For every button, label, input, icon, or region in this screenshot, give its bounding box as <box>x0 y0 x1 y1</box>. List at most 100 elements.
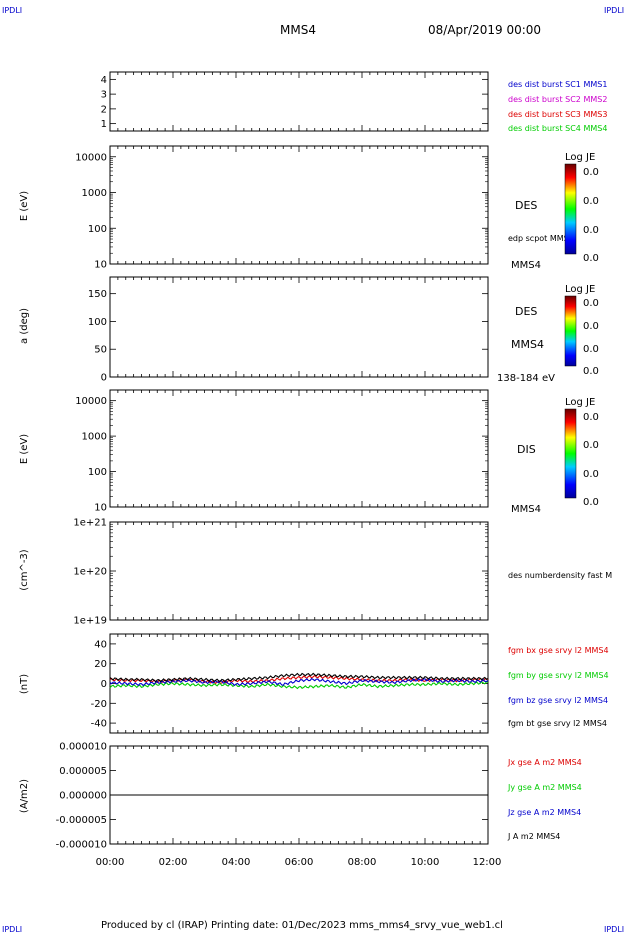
y-tick-label: 1000 <box>82 432 107 443</box>
y-tick-label: 0 <box>101 679 107 690</box>
y-tick-label: 10000 <box>75 152 107 163</box>
y-tick-label: 3 <box>101 90 107 101</box>
y-tick-label: 40 <box>94 639 107 650</box>
series-line <box>109 672 489 683</box>
spacecraft-title: MMS4 <box>280 23 316 37</box>
legend-by: fgm by gse srvy l2 MMS4 <box>508 671 609 680</box>
colorbar-tick: 0.0 <box>583 321 599 332</box>
x-tick-label: 06:00 <box>285 857 314 868</box>
x-tick-label: 12:00 <box>473 857 502 868</box>
colorbar-tick: 0.0 <box>583 167 599 178</box>
colorbar-tick: 0.0 <box>583 298 599 309</box>
corner-label-bottom-left: IPDLI <box>2 925 22 934</box>
legend-bt: fgm bt gse srvy l2 MMS4 <box>508 719 607 728</box>
colorbar-title-1: Log JE <box>565 152 595 163</box>
y-tick-label: 1e+20 <box>73 567 107 578</box>
y-tick-label: 0.000005 <box>59 766 107 777</box>
ylabel-current: (A/m2) <box>19 779 30 813</box>
corner-label-top-right: IPDLI <box>604 6 624 15</box>
colorbar-tick: 0.0 <box>583 253 599 264</box>
panels: 1 2 3 4 10 100 1000 10000 0 50 100 150 10 100 1000 1000… <box>56 71 489 851</box>
legend-jx: Jx gse A m2 MMS4 <box>507 758 582 767</box>
legend-bz: fgm bz gse srvy l2 MMS4 <box>508 696 608 705</box>
des-instrument-label: DES <box>515 199 537 212</box>
legend-jy: Jy gse A m2 MMS4 <box>507 783 582 792</box>
y-tick-label: 100 <box>88 224 107 235</box>
x-tick-label: 02:00 <box>159 857 188 868</box>
colorbar-2 <box>564 295 577 367</box>
ylabel-bfield: (nT) <box>19 674 30 694</box>
colorbar-tick: 0.0 <box>583 196 599 207</box>
series-line <box>109 677 489 687</box>
x-tick-label: 10:00 <box>411 857 440 868</box>
ylabel-dis-energy: E (eV) <box>19 434 30 464</box>
x-tick-label: 00:00 <box>96 857 125 868</box>
colorbar-3 <box>564 408 577 499</box>
y-tick-label: 0.000010 <box>59 742 107 753</box>
colorbar-tick: 0.0 <box>583 469 599 480</box>
y-tick-label: 100 <box>88 317 107 328</box>
ylabel-pitch-angle: a (deg) <box>19 308 30 344</box>
y-tick-label: 100 <box>88 467 107 478</box>
colorbar-tick: 0.0 <box>583 225 599 236</box>
datetime-title: 08/Apr/2019 00:00 <box>428 23 541 37</box>
ylabel-density: (cm^-3) <box>19 549 30 590</box>
legend-j: J A m2 MMS4 <box>507 832 560 841</box>
legend-burst-sc4: des dist burst SC4 MMS4 <box>508 124 607 133</box>
colorbar-1 <box>564 163 577 255</box>
footer-text: Produced by cl (IRAP) Printing date: 01/… <box>101 920 503 931</box>
y-tick-label: 0.000000 <box>59 791 107 802</box>
y-tick-label: 1000 <box>82 188 107 199</box>
y-tick-label: 10 <box>94 503 107 514</box>
colorbar-tick: 0.0 <box>583 440 599 451</box>
colorbar-title-2: Log JE <box>565 284 595 295</box>
y-tick-label: 1e+19 <box>73 616 107 627</box>
y-tick-label: -40 <box>91 719 107 730</box>
legend-density: des numberdensity fast M <box>508 571 612 580</box>
y-tick-label: 4 <box>101 75 107 86</box>
legend-burst-sc2: des dist burst SC2 MMS2 <box>508 95 607 104</box>
colorbar-tick: 0.0 <box>583 412 599 423</box>
y-tick-label: 2 <box>101 104 107 115</box>
panel-frame <box>109 521 489 621</box>
corner-label-bottom-right: IPDLI <box>604 925 624 934</box>
legend-jz: Jz gse A m2 MMS4 <box>507 808 581 817</box>
y-tick-label: 0 <box>101 373 107 384</box>
panel-frame <box>109 276 489 378</box>
ylabel-des-energy: E (eV) <box>19 191 30 221</box>
y-tick-label: 20 <box>94 659 107 670</box>
series-line <box>109 680 489 690</box>
spacecraft-label-2: MMS4 <box>511 338 544 351</box>
y-tick-label: 1e+21 <box>73 518 107 529</box>
x-tick-label: 08:00 <box>348 857 377 868</box>
corner-label-top-left: IPDLI <box>2 6 22 15</box>
x-axis-labels: 00:00 02:00 04:00 06:00 08:00 10:00 12:0… <box>96 857 502 868</box>
y-tick-label: -0.000005 <box>56 815 107 826</box>
y-tick-label: 50 <box>94 345 107 356</box>
y-tick-label: 10 <box>94 260 107 271</box>
spacecraft-label-1: MMS4 <box>511 260 541 271</box>
y-tick-label: 1 <box>101 119 107 130</box>
legend-burst-sc3: des dist burst SC3 MMS3 <box>508 110 607 119</box>
energy-range-label: 138-184 eV <box>497 373 555 384</box>
edp-scpot-label: edp scpot MMS4 <box>508 234 574 243</box>
y-tick-label: -20 <box>91 699 107 710</box>
colorbar-tick: 0.0 <box>583 366 599 377</box>
panel-frame <box>109 389 489 508</box>
y-tick-label: -0.000010 <box>56 840 107 851</box>
series-line <box>109 674 489 685</box>
dis-instrument-label: DIS <box>517 443 536 456</box>
colorbar-tick: 0.0 <box>583 344 599 355</box>
colorbar-tick: 0.0 <box>583 497 599 508</box>
x-tick-label: 04:00 <box>222 857 251 868</box>
y-tick-label: 10000 <box>75 396 107 407</box>
panel-frame <box>109 71 489 132</box>
legend-bx: fgm bx gse srvy l2 MMS4 <box>508 646 609 655</box>
spacecraft-label-3: MMS4 <box>511 504 541 515</box>
y-tick-label: 150 <box>88 289 107 300</box>
panel-frame <box>109 145 489 265</box>
colorbar-title-3: Log JE <box>565 397 595 408</box>
legend-burst-sc1: des dist burst SC1 MMS1 <box>508 80 607 89</box>
des-instrument-label-2: DES <box>515 305 537 318</box>
